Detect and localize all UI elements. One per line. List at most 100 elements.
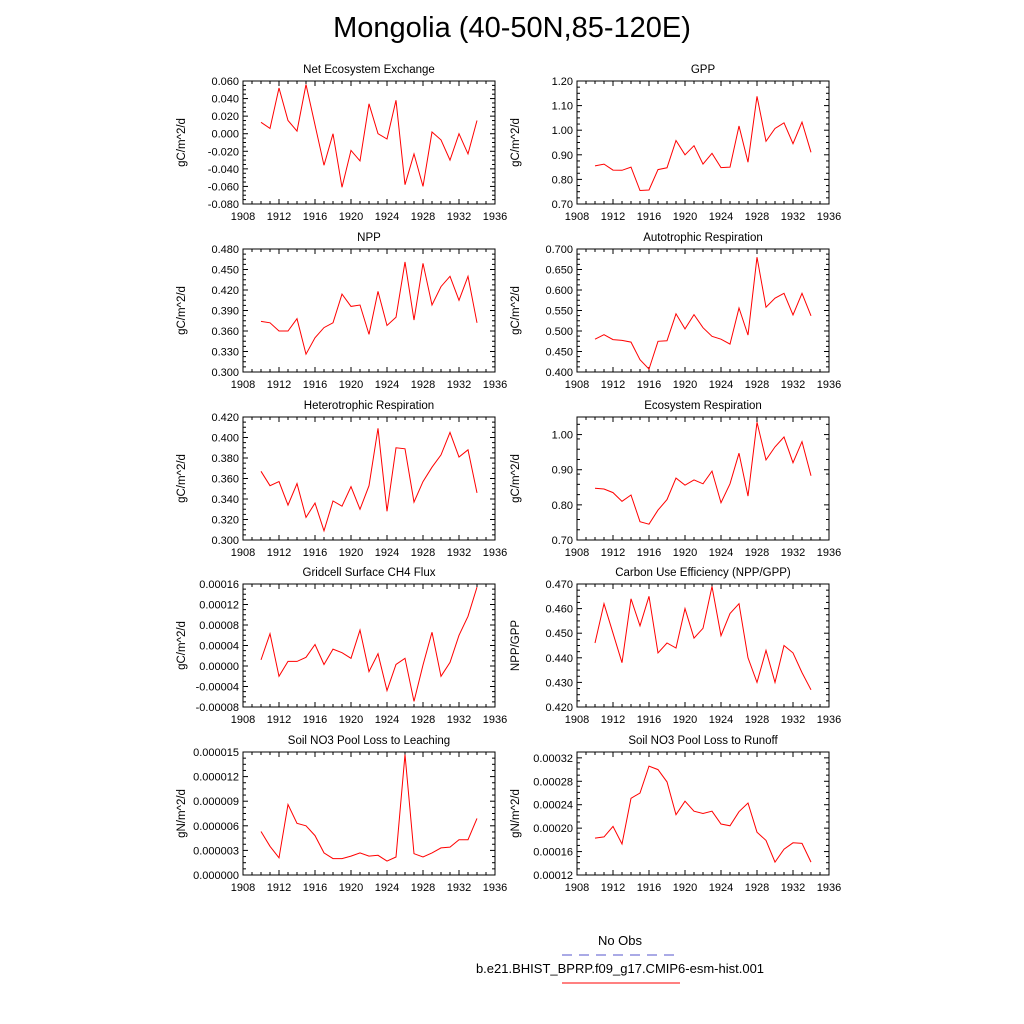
x-tick-label: 1932	[447, 714, 471, 726]
y-tick-label: 0.420	[211, 412, 239, 424]
y-tick-label: 0.460	[545, 604, 573, 616]
y-tick-label: 0.000000	[193, 870, 239, 882]
series-line	[594, 586, 812, 691]
x-tick-label: 1936	[483, 882, 507, 894]
y-tick-label: 0.360	[211, 326, 239, 338]
chart-panel: NPP gC/m^2/d 1908 1912 1916 1920 1924 1928 1932 1…	[176, 232, 507, 391]
y-tick-label: 0.430	[545, 677, 573, 689]
plot-frame	[576, 416, 830, 541]
y-tick-label: 0.70	[552, 199, 573, 211]
series-line	[260, 261, 478, 356]
x-tick-label: 1912	[267, 379, 291, 391]
y-tick-label: 1.10	[552, 101, 573, 113]
x-tick-label: 1936	[483, 547, 507, 559]
x-tick-label: 1936	[817, 211, 841, 223]
y-axis-label: gC/m^2/d	[176, 454, 188, 503]
x-tick-label: 1928	[411, 547, 435, 559]
y-tick-label: 0.500	[545, 326, 573, 338]
plot-frame	[242, 80, 496, 205]
y-tick-label: 1.00	[552, 125, 573, 137]
x-tick-label: 1916	[637, 714, 661, 726]
series-line	[594, 422, 812, 525]
y-tick-label: -0.00008	[196, 702, 239, 714]
x-tick-label: 1928	[411, 379, 435, 391]
panel-title: Carbon Use Efficiency (NPP/GPP)	[615, 567, 791, 579]
y-tick-label: 0.340	[211, 494, 239, 506]
chart-panel: Soil NO3 Pool Loss to Leaching gN/m^2/d 19…	[176, 735, 507, 894]
x-tick-label: 1924	[709, 547, 733, 559]
plot-frame	[242, 416, 496, 541]
y-axis-label: gN/m^2/d	[510, 789, 522, 838]
y-tick-label: 0.400	[211, 433, 239, 445]
y-tick-label: 0.80	[552, 500, 573, 512]
y-tick-label: 0.00032	[533, 753, 573, 765]
panel-title: GPP	[691, 64, 716, 76]
x-tick-label: 1936	[483, 379, 507, 391]
panel-title: Ecosystem Respiration	[644, 400, 762, 412]
panel-title: Autotrophic Respiration	[643, 232, 763, 244]
y-tick-label: 0.040	[211, 94, 239, 106]
y-axis-label: gC/m^2/d	[510, 286, 522, 335]
x-tick-label: 1932	[781, 211, 805, 223]
y-axis-label: gC/m^2/d	[510, 454, 522, 503]
plot-frame	[242, 248, 496, 373]
y-tick-label: 0.00004	[199, 641, 239, 653]
y-tick-label: 0.70	[552, 535, 573, 547]
y-tick-label: 0.00016	[533, 847, 573, 859]
panel-title: Net Ecosystem Exchange	[303, 64, 435, 76]
chart-panel: Soil NO3 Pool Loss to Runoff gN/m^2/d 1908…	[510, 735, 841, 894]
y-tick-label: -0.080	[208, 199, 239, 211]
panel-title: Soil NO3 Pool Loss to Runoff	[628, 735, 778, 747]
panel-title: Soil NO3 Pool Loss to Leaching	[288, 735, 450, 747]
x-tick-label: 1920	[339, 379, 363, 391]
x-tick-label: 1912	[601, 379, 625, 391]
plot-frame	[242, 583, 496, 708]
y-tick-label: 0.320	[211, 515, 239, 527]
x-tick-label: 1936	[817, 882, 841, 894]
y-axis-label: gC/m^2/d	[510, 118, 522, 167]
chart-panel: Heterotrophic Respiration gC/m^2/d 1908 191…	[176, 400, 507, 559]
x-tick-label: 1916	[303, 882, 327, 894]
y-tick-label: -0.060	[208, 181, 239, 193]
x-tick-label: 1912	[601, 882, 625, 894]
y-tick-label: 0.450	[545, 347, 573, 359]
x-tick-label: 1928	[411, 714, 435, 726]
x-tick-label: 1916	[303, 547, 327, 559]
series-line	[594, 257, 812, 371]
x-tick-label: 1908	[231, 547, 255, 559]
y-tick-label: 0.000	[211, 129, 239, 141]
y-tick-label: 0.390	[211, 306, 239, 318]
x-tick-label: 1924	[375, 379, 399, 391]
x-tick-label: 1920	[673, 547, 697, 559]
x-tick-label: 1932	[447, 882, 471, 894]
plot-frame	[576, 80, 830, 205]
y-tick-label: 0.380	[211, 453, 239, 465]
x-tick-label: 1936	[817, 714, 841, 726]
plot-frame	[576, 583, 830, 708]
x-tick-label: 1916	[303, 714, 327, 726]
y-tick-label: 0.330	[211, 347, 239, 359]
y-tick-label: 0.440	[545, 653, 573, 665]
x-tick-label: 1908	[231, 882, 255, 894]
y-tick-label: 0.600	[545, 285, 573, 297]
x-tick-label: 1912	[601, 547, 625, 559]
y-tick-label: 0.000012	[193, 772, 239, 784]
y-tick-label: 0.00024	[533, 800, 573, 812]
page-title: Mongolia (40-50N,85-120E)	[333, 12, 691, 44]
x-tick-label: 1932	[447, 379, 471, 391]
legend-obs-label: No Obs	[597, 933, 643, 948]
x-tick-label: 1928	[745, 714, 769, 726]
x-tick-label: 1920	[339, 714, 363, 726]
y-tick-label: 0.300	[211, 535, 239, 547]
y-axis-label: gC/m^2/d	[176, 118, 188, 167]
x-tick-label: 1932	[781, 379, 805, 391]
x-tick-label: 1928	[411, 882, 435, 894]
x-tick-label: 1936	[483, 714, 507, 726]
x-tick-label: 1936	[817, 547, 841, 559]
y-tick-label: 0.00028	[533, 776, 573, 788]
chart-panel: Carbon Use Efficiency (NPP/GPP) NPP/GPP 19…	[510, 567, 841, 726]
y-tick-label: 0.000009	[193, 796, 239, 808]
x-tick-label: 1920	[339, 547, 363, 559]
x-tick-label: 1936	[817, 379, 841, 391]
x-tick-label: 1928	[745, 379, 769, 391]
